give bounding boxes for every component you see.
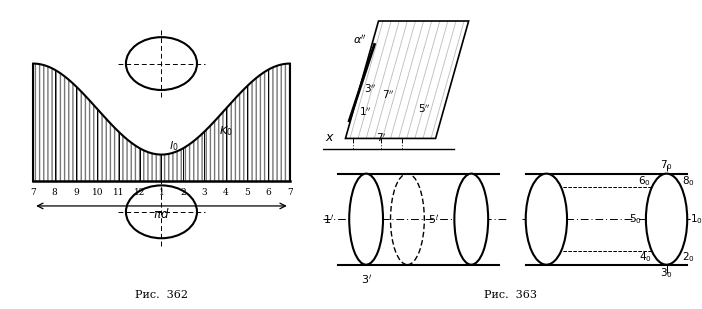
Text: 1: 1 [159,188,164,197]
Text: $3''$: $3''$ [364,82,377,95]
Text: $1'$: $1'$ [323,213,334,226]
Ellipse shape [126,37,197,90]
Text: $3_0$: $3_0$ [660,267,673,280]
Text: $7_0$: $7_0$ [660,158,673,172]
Ellipse shape [349,174,383,265]
Text: $6_0$: $6_0$ [638,174,651,188]
Text: 2: 2 [180,188,185,197]
Text: $x$: $x$ [325,131,335,144]
Text: $3'$: $3'$ [361,273,372,286]
Text: 9: 9 [73,188,79,197]
Text: $1_0$: $1_0$ [690,212,702,226]
Ellipse shape [646,174,687,265]
Text: 3: 3 [201,188,207,197]
Text: 5: 5 [244,188,250,197]
Text: Рис.  362: Рис. 362 [135,290,188,300]
Text: 7: 7 [287,188,293,197]
Text: 7: 7 [30,188,36,197]
Text: $\pi d$: $\pi d$ [153,207,170,222]
Text: Рис.  363: Рис. 363 [484,290,537,300]
Text: 4: 4 [223,188,228,197]
Text: 6: 6 [265,188,271,197]
Text: $7''$: $7''$ [383,88,395,101]
Text: $l_0$: $l_0$ [169,139,178,153]
Text: $7'$: $7'$ [376,132,386,144]
Text: $5''$: $5''$ [418,103,430,115]
Text: 10: 10 [92,188,103,197]
Text: $2_0$: $2_0$ [682,250,694,264]
Text: $5'$: $5'$ [428,213,439,226]
Text: 12: 12 [134,188,146,197]
Ellipse shape [126,185,197,238]
Text: $K_0$: $K_0$ [218,124,232,138]
Text: $5_0$: $5_0$ [629,212,642,226]
Text: $8_0$: $8_0$ [682,174,695,188]
Text: $\alpha''$: $\alpha''$ [353,33,367,46]
Text: $1''$: $1''$ [359,106,371,118]
Text: 8: 8 [52,188,58,197]
Ellipse shape [454,174,488,265]
Text: $4_0$: $4_0$ [639,250,651,264]
Text: 11: 11 [113,188,124,197]
Ellipse shape [526,174,567,265]
